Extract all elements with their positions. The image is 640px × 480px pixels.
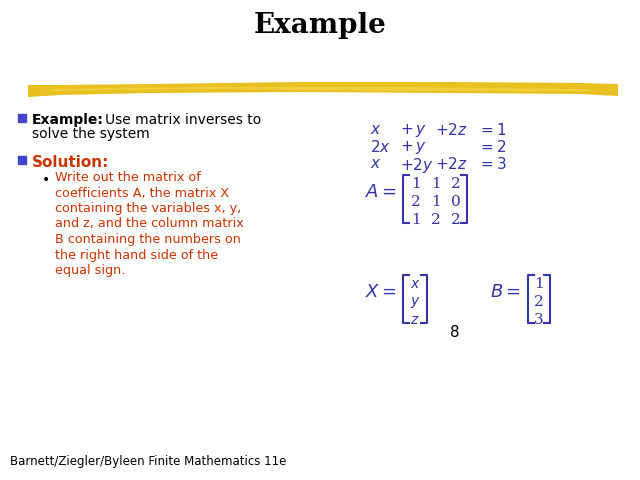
Text: equal sign.: equal sign. (55, 264, 125, 277)
Text: 1: 1 (534, 277, 544, 291)
Text: 1: 1 (431, 195, 441, 209)
Text: Barnett/Ziegler/Byleen Finite Mathematics 11e: Barnett/Ziegler/Byleen Finite Mathematic… (10, 455, 286, 468)
Text: 0: 0 (451, 195, 461, 209)
Text: Example: Example (253, 12, 387, 39)
Text: $=1$: $=1$ (478, 122, 507, 138)
Bar (18, 156, 26, 164)
Text: $x$: $x$ (370, 156, 381, 171)
Text: $A=$: $A=$ (365, 183, 397, 201)
Text: 3: 3 (534, 313, 543, 327)
Text: $=2$: $=2$ (478, 139, 507, 155)
Text: $+2y$: $+2y$ (400, 156, 434, 175)
Text: and z, and the column matrix: and z, and the column matrix (55, 217, 244, 230)
Text: $+\,y$: $+\,y$ (400, 139, 426, 156)
Text: 8: 8 (450, 325, 460, 340)
Text: 2: 2 (451, 213, 461, 227)
Text: 2: 2 (431, 213, 441, 227)
Text: 1: 1 (431, 177, 441, 191)
Text: the right hand side of the: the right hand side of the (55, 249, 218, 262)
Text: 2: 2 (411, 195, 420, 209)
Text: $+2z$: $+2z$ (435, 156, 468, 172)
Text: B containing the numbers on: B containing the numbers on (55, 233, 241, 246)
Text: Solution:: Solution: (32, 155, 109, 170)
Text: solve the system: solve the system (32, 127, 150, 141)
Text: $z$: $z$ (410, 313, 420, 327)
Bar (18, 114, 26, 122)
Text: $+\,y$: $+\,y$ (400, 122, 426, 139)
Text: $X=$: $X=$ (365, 283, 397, 301)
Text: coefficients A, the matrix X: coefficients A, the matrix X (55, 187, 229, 200)
Text: Example:: Example: (32, 113, 104, 127)
Text: $x$: $x$ (410, 277, 420, 291)
Text: $x$: $x$ (370, 122, 381, 137)
Text: Use matrix inverses to: Use matrix inverses to (105, 113, 261, 127)
Text: $B=$: $B=$ (490, 283, 521, 301)
Text: $=3$: $=3$ (478, 156, 508, 172)
Text: 2: 2 (451, 177, 461, 191)
Text: 1: 1 (411, 213, 420, 227)
Text: containing the variables x, y,: containing the variables x, y, (55, 202, 241, 215)
Text: •: • (42, 173, 51, 187)
Text: $y$: $y$ (410, 295, 420, 310)
Text: $2x$: $2x$ (370, 139, 391, 155)
Text: 1: 1 (411, 177, 420, 191)
Text: $+2z$: $+2z$ (435, 122, 468, 138)
Text: 2: 2 (534, 295, 544, 309)
Polygon shape (50, 87, 590, 91)
Polygon shape (28, 82, 618, 97)
Text: Write out the matrix of: Write out the matrix of (55, 171, 201, 184)
